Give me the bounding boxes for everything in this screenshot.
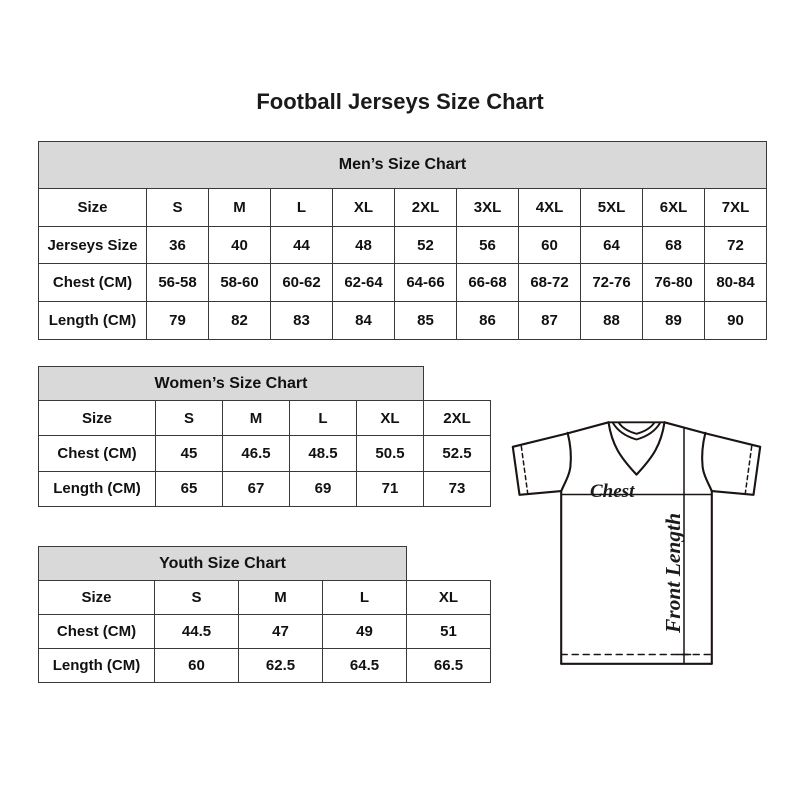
svg-text:Front Length: Front Length <box>661 513 685 634</box>
svg-text:Chest: Chest <box>590 481 635 502</box>
